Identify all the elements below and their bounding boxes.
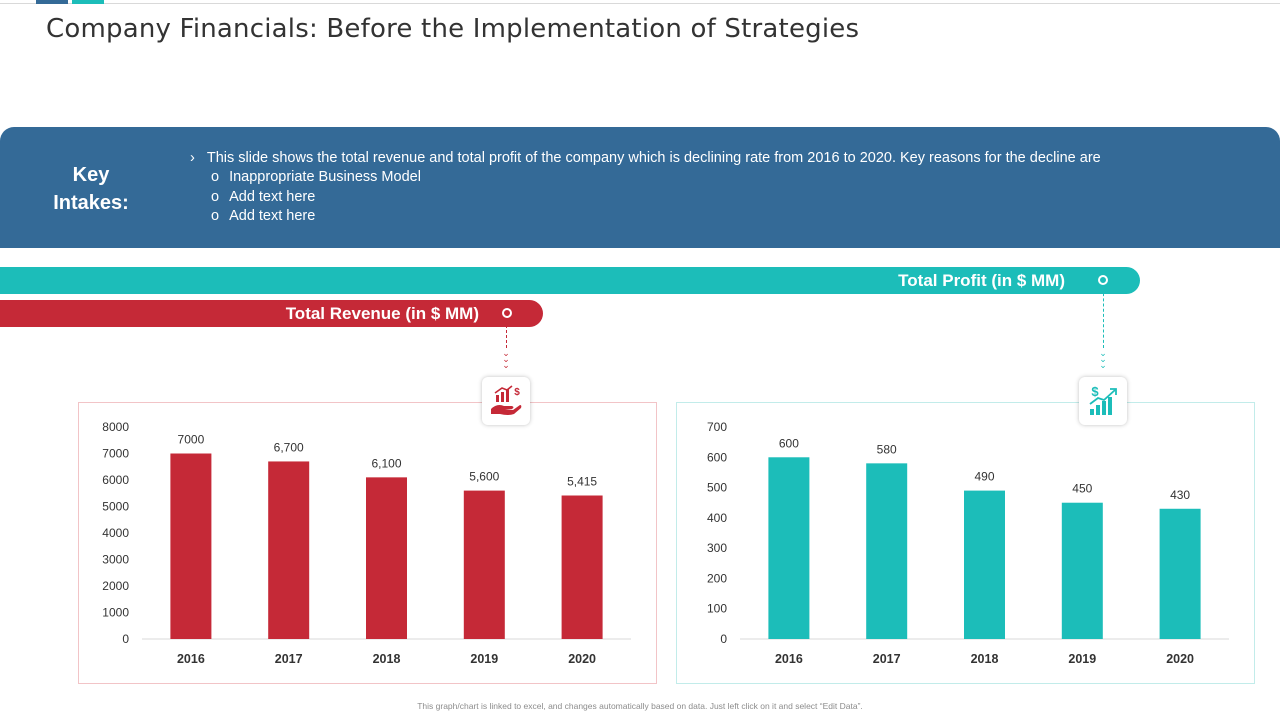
profit-bar (866, 463, 908, 639)
revenue-x-tick-label: 2017 (275, 652, 303, 666)
profit-y-tick-label: 300 (707, 541, 727, 555)
revenue-bar (366, 477, 407, 639)
revenue-band-dot-icon (502, 308, 512, 318)
revenue-band-label: Total Revenue (in $ MM) (285, 304, 479, 323)
profit-down-chevrons-icon: ⌄ ⌄ ⌄ (1099, 348, 1107, 370)
footnote: This graph/chart is linked to excel, and… (417, 701, 863, 711)
profit-bar (768, 457, 810, 639)
profit-band: Total Profit (in $ MM) (0, 267, 1140, 294)
profit-data-label: 580 (877, 442, 897, 456)
revenue-data-label: 6,100 (371, 456, 401, 470)
profit-data-label: 450 (1072, 482, 1092, 496)
revenue-x-tick-label: 2019 (470, 652, 498, 666)
revenue-chart: 0 1000 2000 3000 4000 5000 6000 7000 8000 7000 201… (78, 402, 657, 684)
accent-bar-blue (36, 0, 68, 4)
profit-x-tick-label: 2016 (775, 652, 803, 666)
revenue-data-label: 7000 (178, 433, 205, 447)
revenue-x-tick-label: 2020 (568, 652, 596, 666)
key-intakes-panel: Key Intakes: › This slide shows the tota… (0, 127, 1280, 248)
profit-chart-svg: 0 100 200 300 400 500 600 700 600 2016 580 2017 490 2… (707, 420, 1229, 666)
accent-bar-teal (72, 0, 104, 4)
profit-icon-tile: $ (1079, 377, 1127, 425)
profit-chart: 0 100 200 300 400 500 600 700 600 2016 580 2017 490 2… (676, 402, 1255, 684)
key-intakes-bullets: › This slide shows the total revenue and… (190, 149, 1101, 227)
revenue-bar (268, 461, 310, 639)
revenue-y-tick-label: 2000 (102, 579, 129, 593)
profit-y-tick-label: 600 (707, 450, 727, 464)
revenue-y-tick-label: 6000 (102, 473, 129, 487)
profit-x-tick-label: 2017 (873, 652, 901, 666)
key-intakes-sub-point: o Inappropriate Business Model (190, 168, 1101, 188)
profit-bar (1061, 502, 1103, 639)
key-intakes-heading: Key Intakes: (53, 164, 129, 214)
revenue-x-tick-label: 2016 (177, 652, 205, 666)
profit-band-dot-icon (1098, 275, 1108, 285)
svg-text:$: $ (1091, 384, 1099, 399)
revenue-y-tick-label: 8000 (102, 420, 129, 434)
revenue-x-tick-label: 2018 (373, 652, 401, 666)
profit-x-tick-label: 2018 (971, 652, 999, 666)
revenue-band: Total Revenue (in $ MM) (0, 300, 543, 327)
profit-y-tick-label: 100 (707, 602, 727, 616)
revenue-y-tick-label: 4000 (102, 526, 129, 540)
revenue-icon-tile: $ (482, 377, 530, 425)
profit-y-tick-label: 700 (707, 420, 727, 434)
revenue-connector (506, 320, 507, 348)
revenue-data-label: 5,600 (469, 470, 499, 484)
bullet-circle-icon: o (211, 188, 220, 205)
profit-x-tick-label: 2020 (1166, 652, 1194, 666)
hand-money-chart-icon: $ (491, 385, 522, 415)
key-intakes-sub-point: o Add text here (190, 188, 1101, 208)
profit-connector (1103, 288, 1104, 348)
bullet-chevron-icon: › (190, 150, 195, 166)
revenue-y-tick-label: 1000 (102, 606, 129, 620)
key-intakes-sub-point: o Add text here (190, 207, 1101, 227)
revenue-y-tick-label: 7000 (102, 447, 129, 461)
revenue-y-tick-label: 3000 (102, 553, 129, 567)
revenue-y-tick-label: 5000 (102, 500, 129, 514)
profit-data-label: 430 (1170, 488, 1190, 502)
profit-bar (1159, 508, 1201, 639)
revenue-down-chevrons-icon: ⌄ ⌄ ⌄ (502, 348, 510, 370)
dollar-growth-chart-icon: $ (1089, 384, 1117, 415)
profit-data-label: 600 (779, 436, 799, 450)
top-rule (0, 3, 1280, 4)
profit-y-tick-label: 0 (720, 632, 727, 646)
profit-y-tick-label: 400 (707, 511, 727, 525)
profit-band-label: Total Profit (in $ MM) (898, 271, 1065, 290)
profit-y-tick-label: 500 (707, 481, 727, 495)
page-title: Company Financials: Before the Implement… (46, 14, 860, 44)
revenue-data-label: 5,415 (567, 475, 597, 489)
bullet-circle-icon: o (211, 208, 220, 224)
profit-y-tick-label: 200 (707, 571, 727, 585)
svg-text:$: $ (514, 387, 520, 398)
key-intakes-main-point: › This slide shows the total revenue and… (190, 150, 1101, 166)
revenue-bar (561, 495, 603, 639)
revenue-chart-svg: 0 1000 2000 3000 4000 5000 6000 7000 8000 7000 201… (102, 420, 631, 666)
revenue-y-tick-label: 0 (122, 632, 129, 646)
revenue-bar (463, 490, 505, 639)
profit-data-label: 490 (974, 470, 994, 484)
profit-bar (964, 490, 1005, 639)
revenue-data-label: 6,700 (274, 440, 304, 454)
profit-x-tick-label: 2019 (1068, 652, 1096, 666)
revenue-bar (170, 453, 212, 639)
bullet-circle-icon: o (211, 169, 220, 185)
